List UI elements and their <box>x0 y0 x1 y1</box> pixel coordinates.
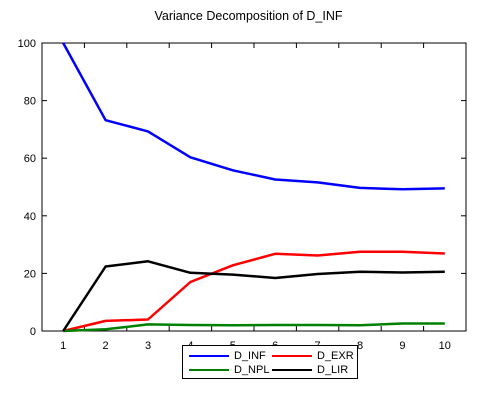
legend-swatch-d-exr <box>272 355 312 357</box>
x-tick-label-2: 2 <box>103 340 109 352</box>
series-line-d-exr <box>62 250 445 333</box>
x-tick-label-3: 3 <box>145 340 151 352</box>
legend-swatch-d-inf <box>189 355 229 357</box>
x-tick-label-1: 1 <box>60 340 66 352</box>
y-tick-label-80: 80 <box>24 96 36 108</box>
legend-item-d-npl: D_NPL <box>189 363 269 377</box>
y-tick-label-40: 40 <box>24 211 36 223</box>
legend-swatch-d-npl <box>189 369 229 371</box>
y-tick-label-100: 100 <box>18 38 36 50</box>
plot-frame <box>41 42 467 332</box>
x-tick-label-8: 8 <box>357 340 363 352</box>
legend-label-d-npl: D_NPL <box>234 364 270 376</box>
legend-item-d-lir: D_LIR <box>272 363 348 377</box>
legend-label-d-exr: D_EXR <box>317 350 354 362</box>
legend-label-d-inf: D_INF <box>234 350 266 362</box>
series-line-d-lir <box>62 260 445 332</box>
y-tick-label-60: 60 <box>24 153 36 165</box>
x-tick-label-9: 9 <box>399 340 405 352</box>
series-line-d-npl <box>63 322 445 333</box>
y-tick-label-0: 0 <box>30 326 36 338</box>
legend-item-d-inf: D_INF <box>189 349 266 363</box>
series-line-d-inf <box>62 42 445 191</box>
legend-swatch-d-lir <box>272 369 312 371</box>
y-tick-label-20: 20 <box>24 268 36 280</box>
chart-legend: D_INF D_EXR D_NPL D_LIR <box>182 345 358 379</box>
x-tick-label-10: 10 <box>439 340 451 352</box>
chart-title: Variance Decomposition of D_INF <box>154 9 343 23</box>
legend-item-d-exr: D_EXR <box>272 349 354 363</box>
legend-label-d-lir: D_LIR <box>317 364 349 376</box>
